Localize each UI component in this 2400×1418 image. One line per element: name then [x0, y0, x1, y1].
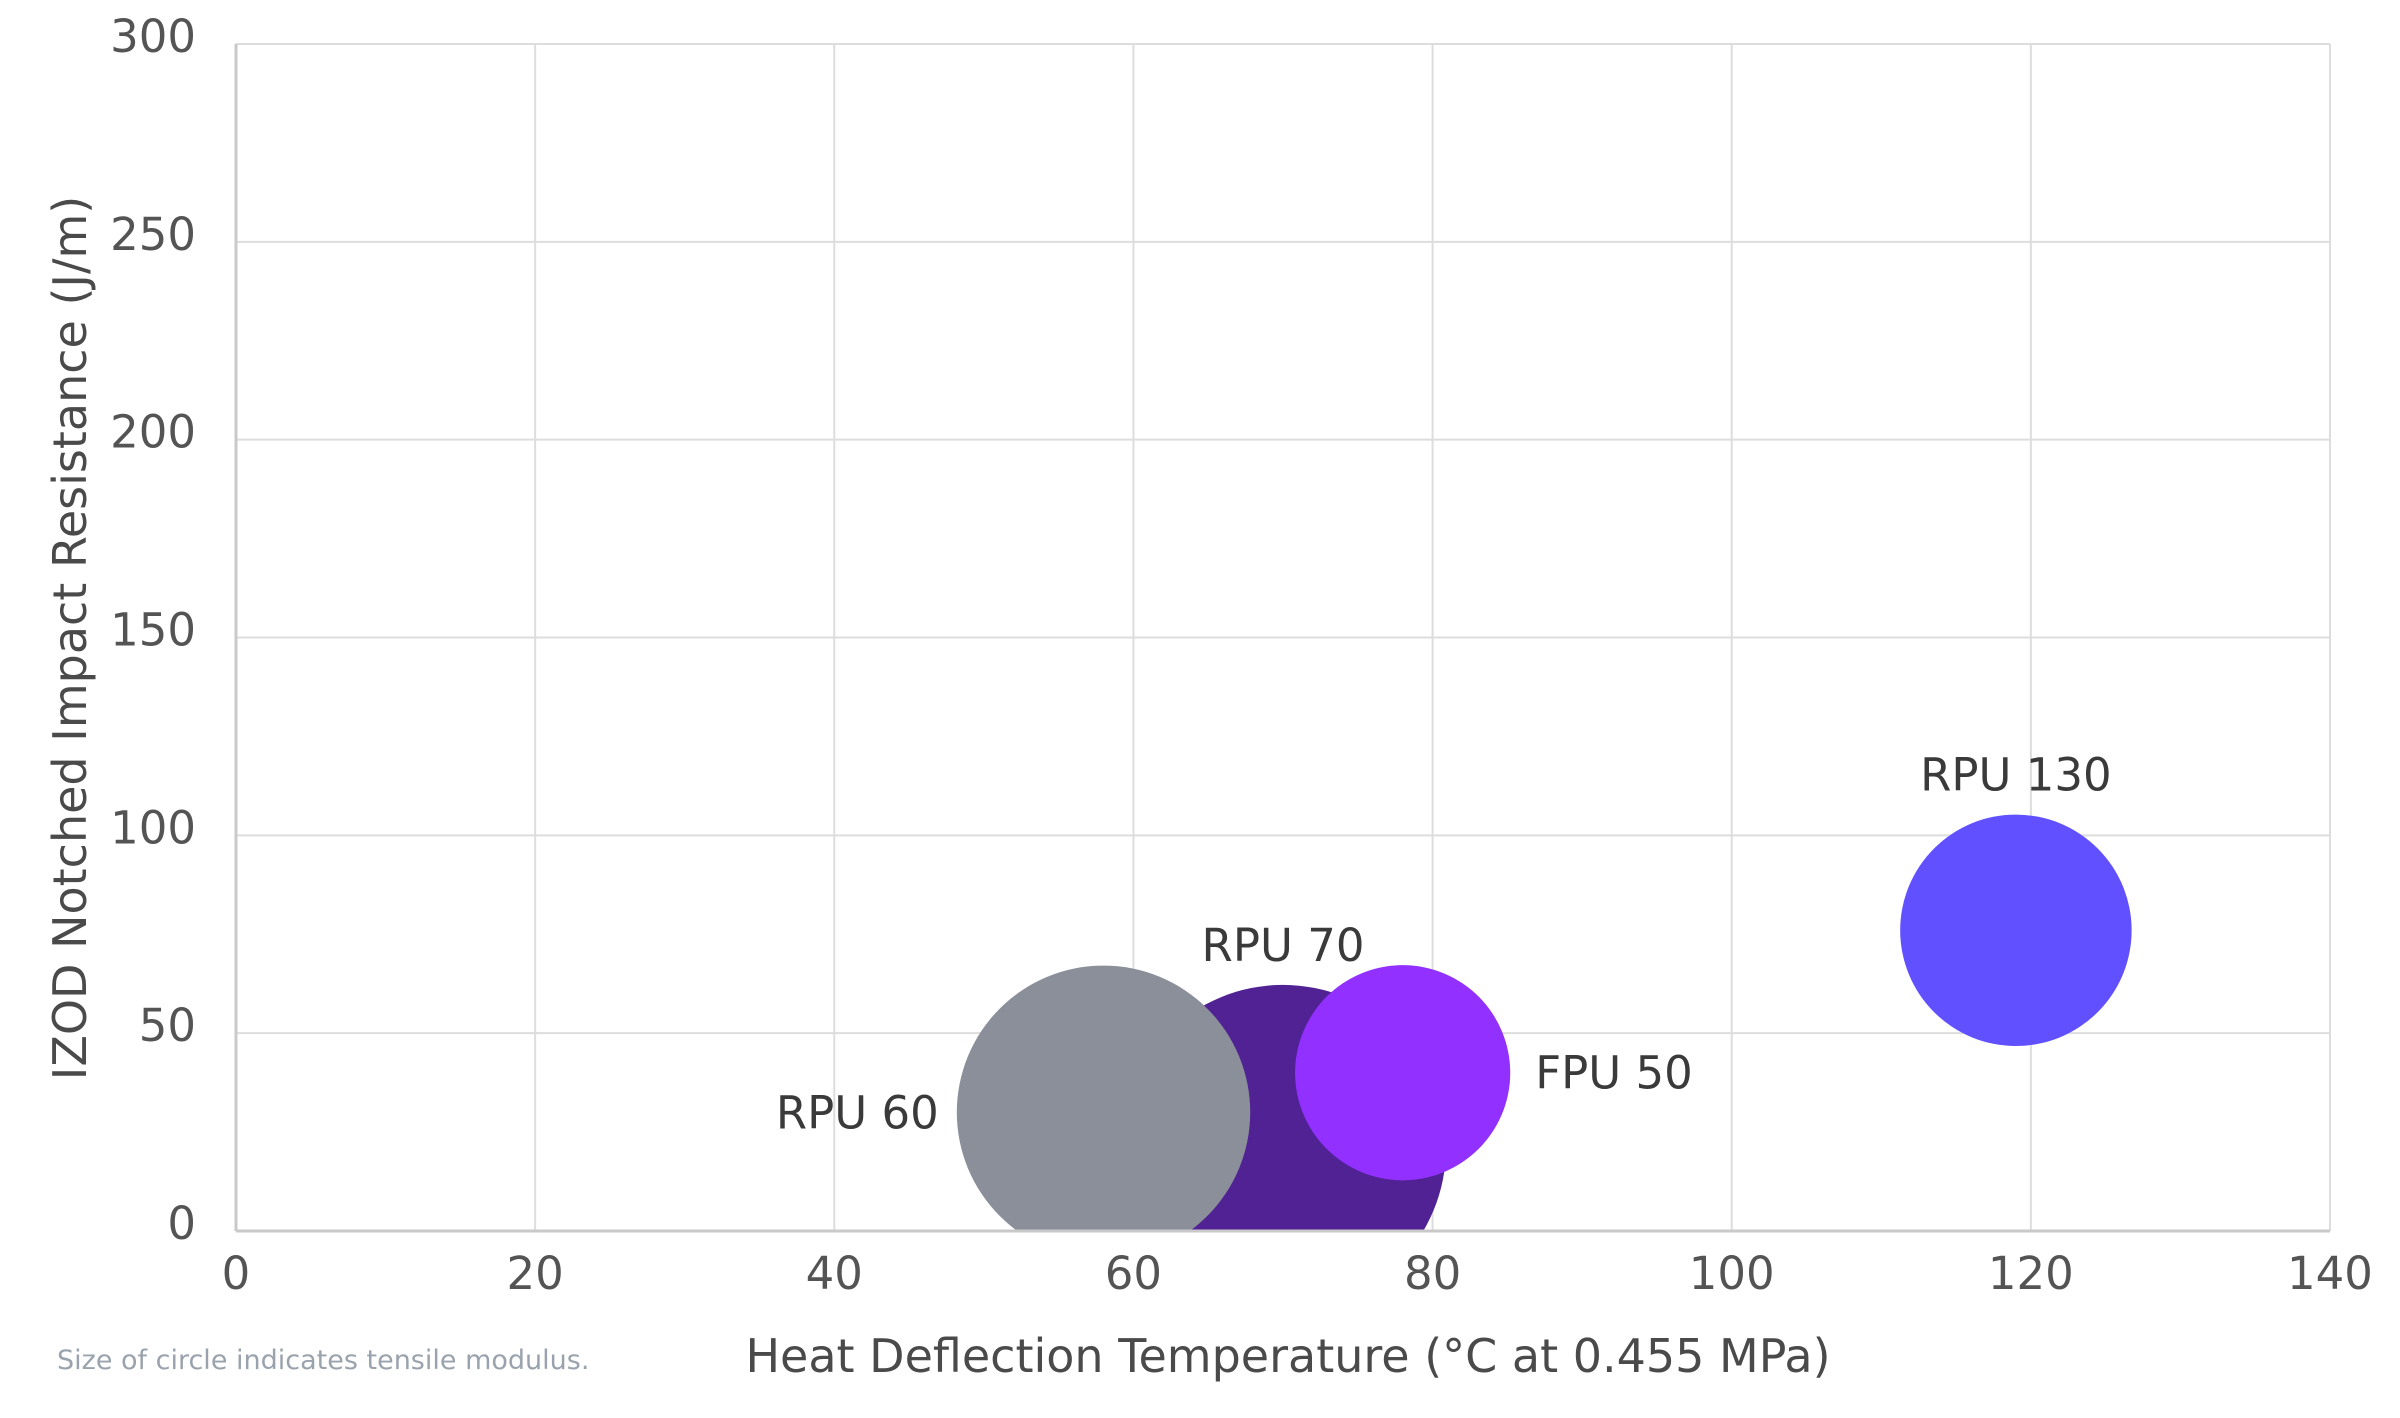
bubble-fpu-50	[1295, 965, 1511, 1181]
x-tick-label: 20	[507, 1247, 564, 1300]
y-axis-title: IZOD Notched Impact Resistance (J/m)	[43, 196, 97, 1080]
x-tick-label: 120	[1988, 1247, 2074, 1300]
axes	[234, 44, 2330, 1233]
x-tick-label: 0	[222, 1247, 251, 1300]
bubbles	[956, 814, 2132, 1231]
x-tick-label: 60	[1105, 1247, 1162, 1300]
x-axis-title: Heat Deflection Temperature (°C at 0.455…	[745, 1329, 1830, 1383]
y-tick-label: 0	[167, 1197, 196, 1250]
x-tick-label: 140	[2287, 1247, 2373, 1300]
bubble-rpu-60	[956, 965, 1251, 1231]
bubble-label: RPU 70	[1202, 919, 1365, 972]
bubble-label: FPU 50	[1535, 1047, 1693, 1100]
bubble-label: RPU 130	[1920, 749, 2112, 802]
grid-lines	[236, 43, 2331, 1231]
bubble-rpu-130	[1900, 814, 2132, 1047]
y-tick-label: 150	[110, 604, 196, 657]
x-axis-ticks: 0 20 40 60 80 100 120 140	[222, 1247, 2373, 1300]
y-tick-label: 250	[110, 208, 196, 261]
x-tick-label: 40	[806, 1247, 863, 1300]
x-tick-label: 100	[1689, 1247, 1775, 1300]
bubble-labels: RPU 70 RPU 60 FPU 50 RPU 130	[776, 749, 2112, 1140]
y-tick-label: 200	[110, 406, 196, 459]
y-tick-label: 100	[110, 801, 196, 854]
y-tick-label: 50	[139, 999, 196, 1052]
bubble-label: RPU 60	[776, 1086, 939, 1139]
footnote: Size of circle indicates tensile modulus…	[57, 1345, 590, 1376]
y-axis-ticks: 0 50 100 150 200 250 300	[110, 10, 196, 1250]
x-tick-label: 80	[1404, 1247, 1461, 1300]
y-tick-label: 300	[110, 10, 196, 63]
